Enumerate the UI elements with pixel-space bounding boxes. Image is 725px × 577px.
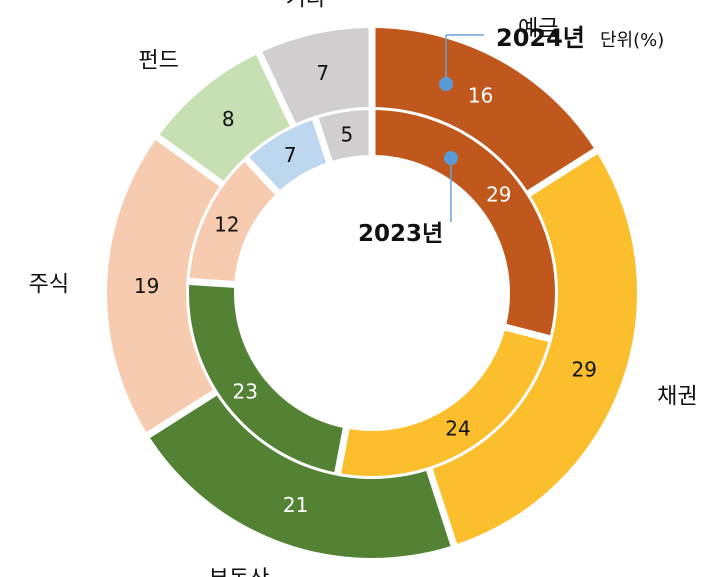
- inner-value-label: 7: [284, 143, 297, 167]
- inner-value-label: 5: [341, 123, 354, 147]
- outer-value-label: 29: [571, 357, 596, 381]
- inner-value-label: 24: [445, 417, 470, 441]
- outer-slice-cat-4: [159, 54, 290, 181]
- category-label: 채권: [657, 385, 697, 410]
- outer-value-label: 8: [222, 107, 235, 131]
- outer-slice-cat-1: [432, 153, 638, 544]
- inner-series-name: 2023년: [358, 221, 443, 247]
- inner-slice-cat-2: [188, 285, 343, 473]
- category-label: 예금: [518, 17, 558, 42]
- outer-value-label: 7: [316, 61, 329, 85]
- category-label: 부동산: [209, 567, 270, 577]
- inner-slice-cat-0: [375, 110, 556, 336]
- unit-label: 단위(%): [600, 30, 664, 51]
- category-label: 펀드: [138, 49, 178, 74]
- outer-slice-cat-3: [106, 140, 220, 433]
- inner-slice-cat-5: [318, 110, 369, 161]
- inner-slice-extra: [249, 120, 327, 191]
- inner-slice-cat-1: [341, 330, 549, 476]
- category-label: 기타: [286, 0, 326, 11]
- slices-layer: [106, 28, 638, 558]
- outer-slice-cat-0: [375, 28, 594, 191]
- inner-series-marker: [444, 151, 458, 165]
- outer-series-marker: [439, 77, 453, 91]
- category-labels-layer: 예금채권부동산 주식 펀드 기타: [29, 0, 698, 577]
- outer-slice-cat-2: [150, 395, 451, 558]
- outer-series-name: 2024년: [496, 24, 585, 52]
- value-labels-layer: 16 29 21 19 8 7 29 24 23 12 7 5: [134, 61, 597, 517]
- outer-value-label: 16: [468, 83, 493, 107]
- inner-value-label: 29: [486, 183, 511, 207]
- inner-value-label: 23: [232, 379, 257, 403]
- outer-value-label: 21: [283, 493, 308, 517]
- inner-slice-cat-3: [189, 162, 276, 281]
- category-label: 주식: [29, 273, 69, 298]
- outer-value-label: 19: [134, 274, 159, 298]
- outer-slice-cat-5: [262, 28, 369, 124]
- inner-value-label: 12: [214, 213, 239, 237]
